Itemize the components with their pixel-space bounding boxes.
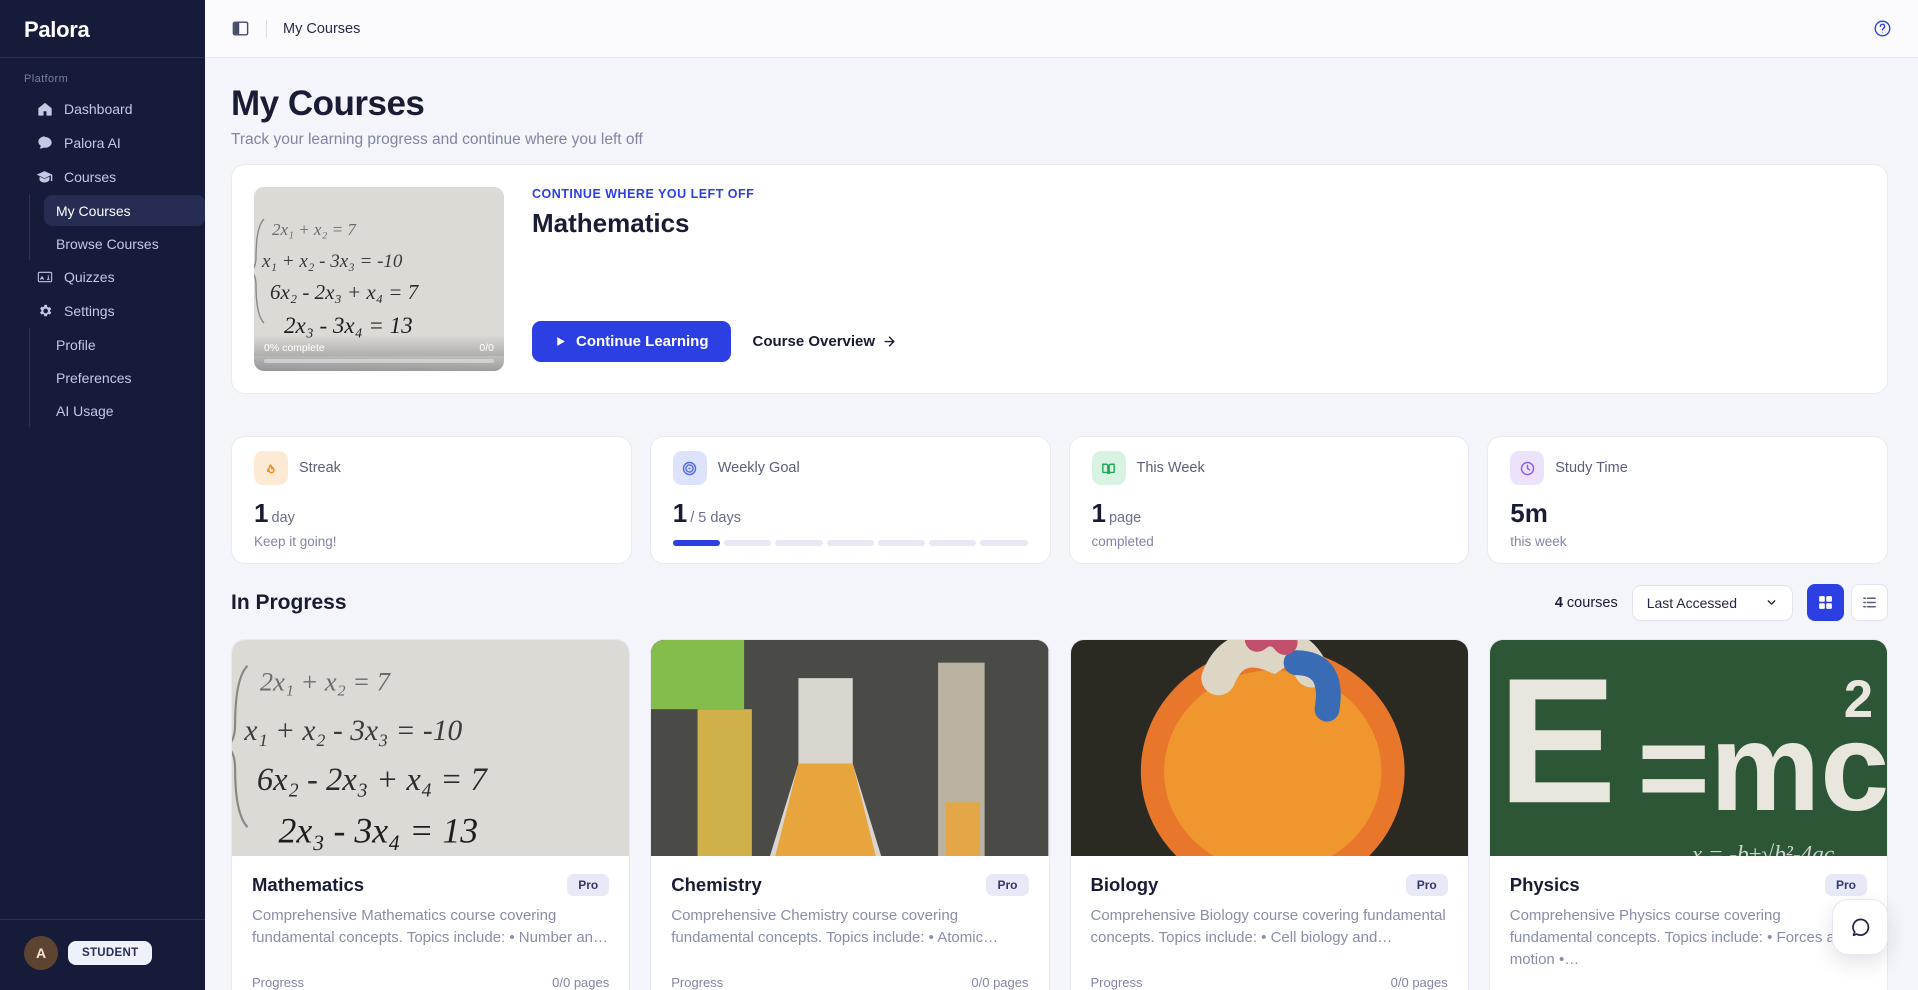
svg-text:x₁ + x₂ - 3x₃ = -10: x₁ + x₂ - 3x₃ = -10 <box>261 251 403 272</box>
svg-text:E: E <box>1498 640 1617 840</box>
svg-text:2: 2 <box>1844 670 1873 729</box>
svg-text:6x₂ - 2x₃ + x₄ = 7: 6x₂ - 2x₃ + x₄ = 7 <box>270 280 420 304</box>
svg-text:2x₃ - 3x₄ = 13: 2x₃ - 3x₄ = 13 <box>279 811 479 851</box>
svg-text:2x₁ + x₂ = 7: 2x₁ + x₂ = 7 <box>260 668 392 697</box>
svg-text:2x₁ + x₂ = 7: 2x₁ + x₂ = 7 <box>272 220 357 239</box>
svg-text:x₁ + x₂ - 3x₃ = -10: x₁ + x₂ - 3x₃ = -10 <box>243 715 462 747</box>
svg-text:6x₂ - 2x₃ + x₄ = 7: 6x₂ - 2x₃ + x₄ = 7 <box>257 762 489 798</box>
svg-text:x = -b±√b²-4ac: x = -b±√b²-4ac <box>1690 841 1834 856</box>
